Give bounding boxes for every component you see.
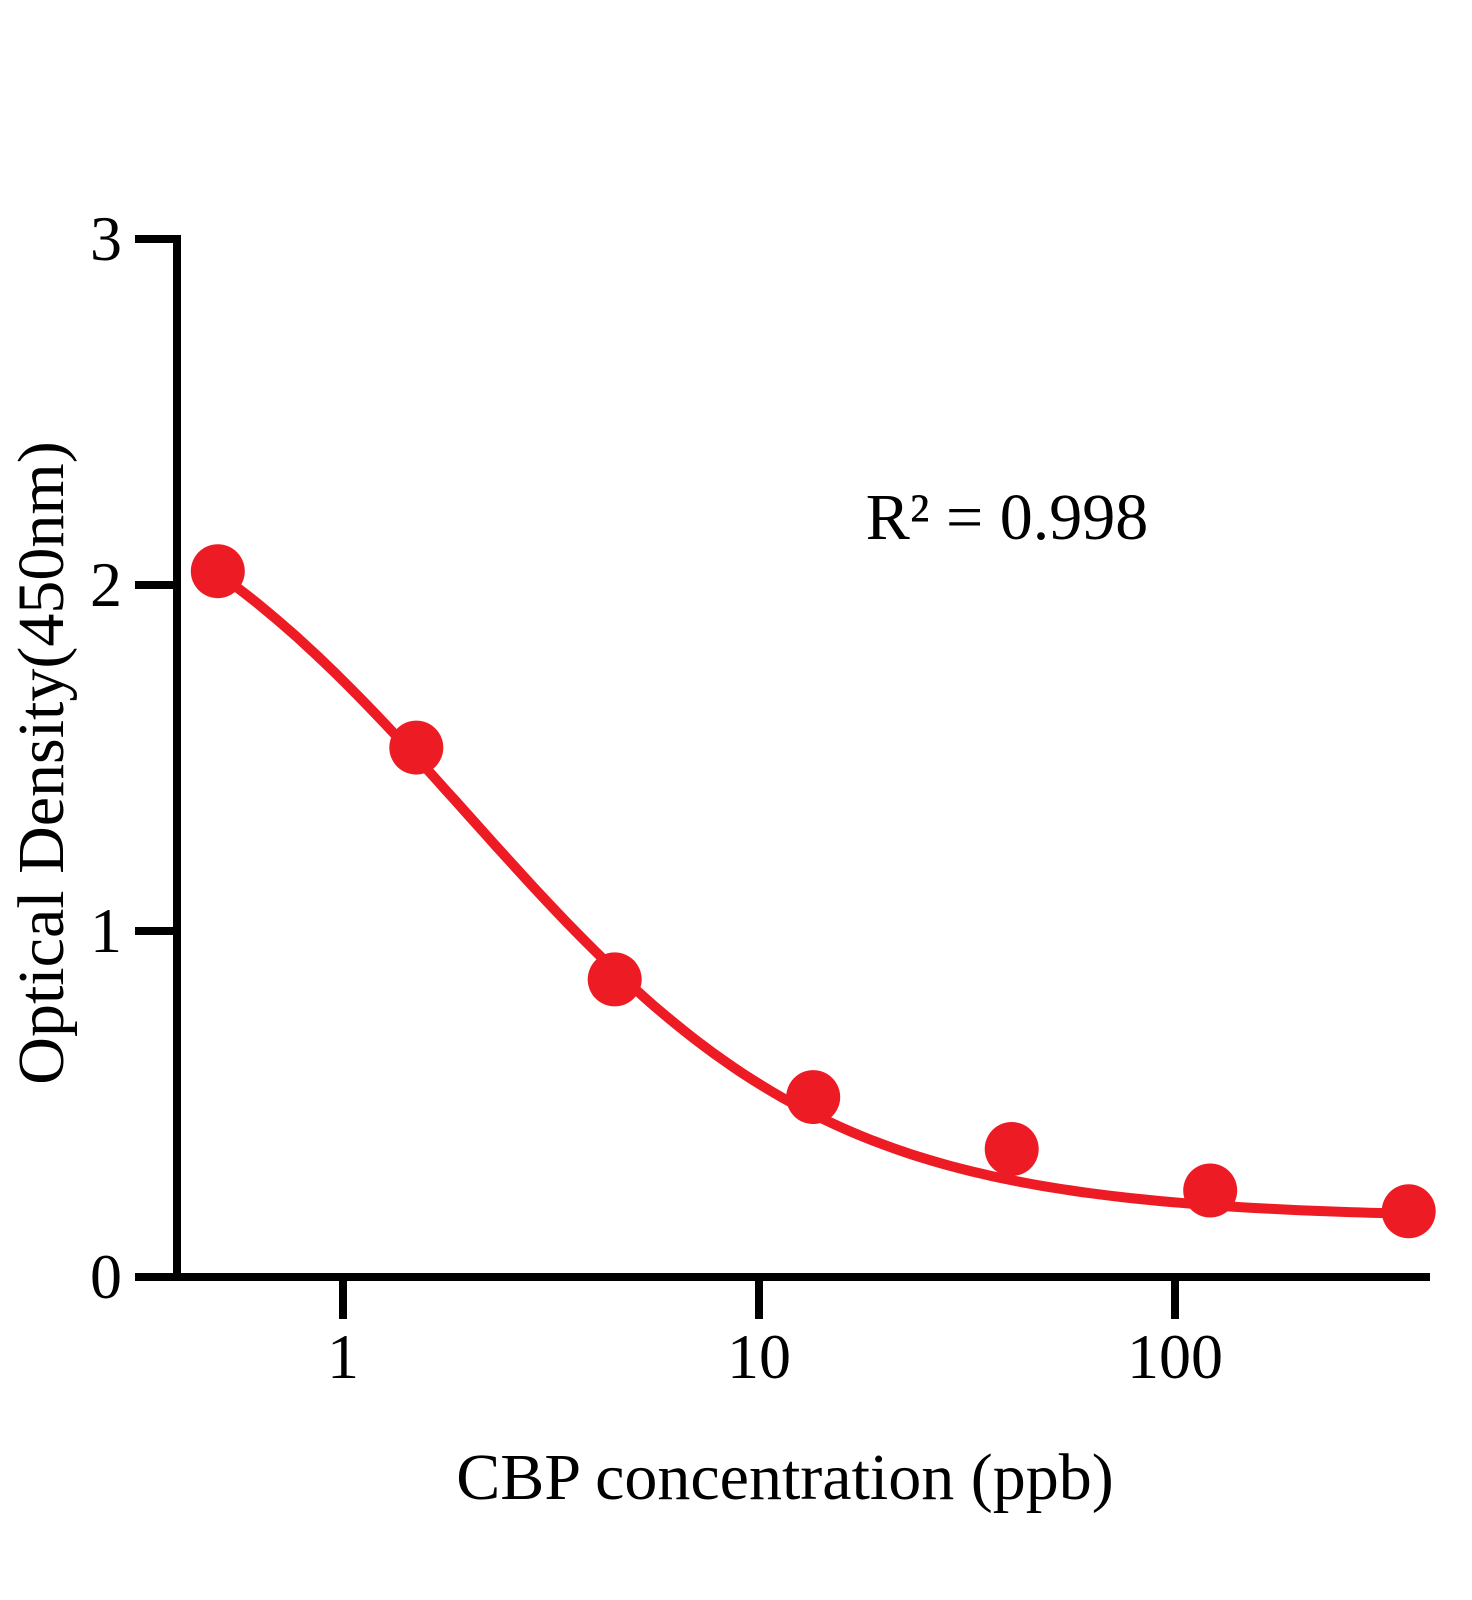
data-point bbox=[786, 1070, 841, 1125]
x-tick-label: 1 bbox=[327, 1321, 359, 1392]
y-tick-label: 0 bbox=[90, 1241, 122, 1312]
data-point bbox=[984, 1122, 1039, 1176]
y-axis-title: Optical Density(450nm) bbox=[5, 441, 78, 1085]
data-point bbox=[1381, 1184, 1436, 1239]
y-tick-label: 2 bbox=[90, 549, 122, 620]
x-tick-label: 100 bbox=[1127, 1321, 1223, 1392]
y-tick-label: 3 bbox=[90, 203, 122, 274]
data-point bbox=[587, 952, 642, 1007]
r-squared-annotation: R² = 0.998 bbox=[865, 481, 1149, 554]
x-tick-label: 10 bbox=[727, 1321, 791, 1392]
y-tick-label: 1 bbox=[90, 895, 122, 966]
data-point bbox=[1183, 1163, 1238, 1218]
data-point bbox=[389, 720, 444, 775]
data-point bbox=[190, 544, 245, 599]
x-axis-title: CBP concentration (ppb) bbox=[456, 1441, 1114, 1514]
